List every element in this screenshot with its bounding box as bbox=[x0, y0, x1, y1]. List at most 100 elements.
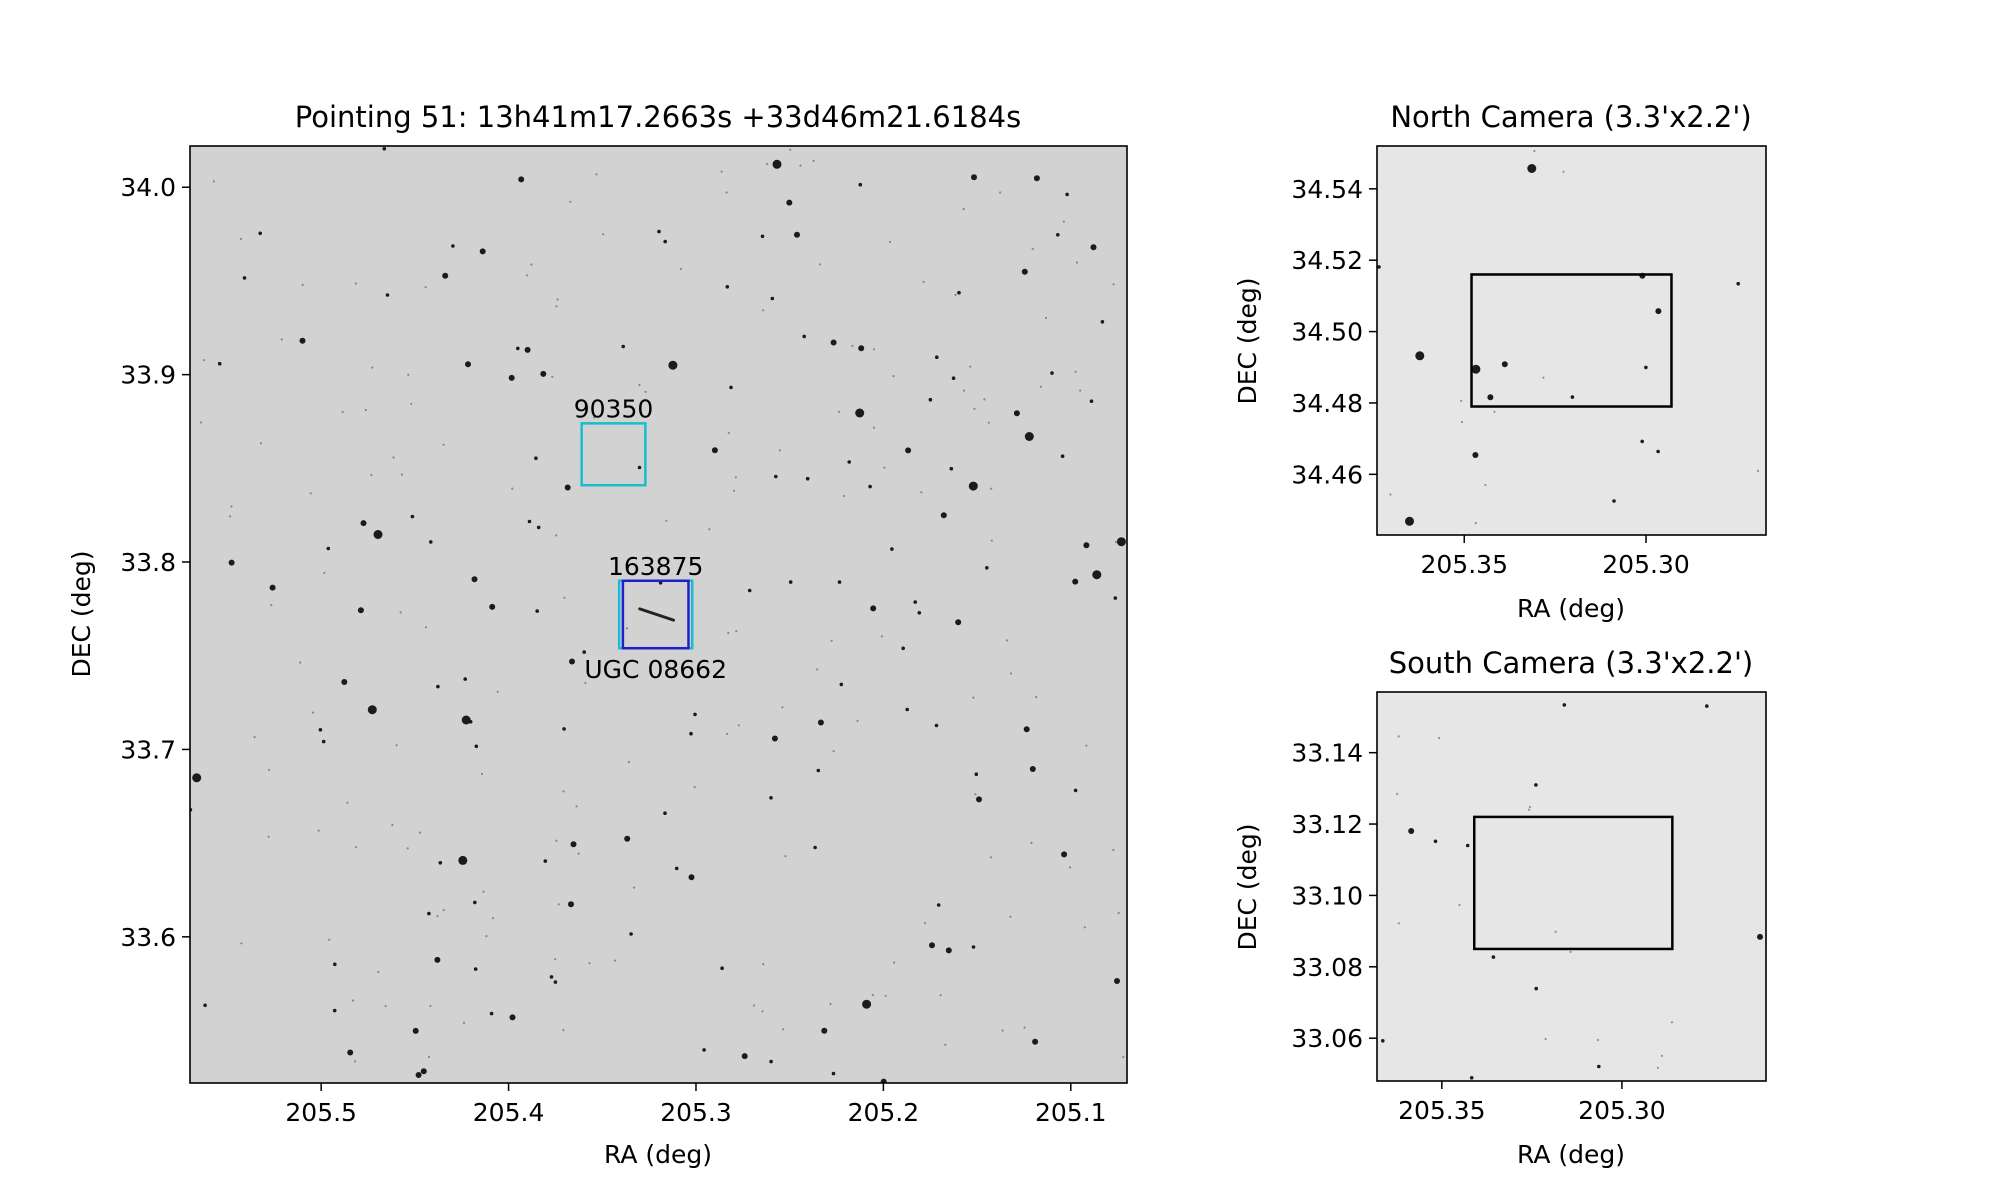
y-tick-label: 33.7 bbox=[120, 735, 176, 764]
star-mark bbox=[582, 650, 586, 654]
star-mark bbox=[217, 361, 222, 366]
star-mark bbox=[354, 1060, 357, 1063]
star-mark bbox=[627, 760, 630, 764]
star-mark bbox=[766, 163, 769, 166]
north-sky-image bbox=[1377, 146, 1766, 535]
star-mark bbox=[438, 861, 443, 865]
star-mark bbox=[1656, 1066, 1659, 1069]
star-mark bbox=[974, 793, 977, 796]
star-mark bbox=[708, 528, 711, 531]
star-mark bbox=[923, 922, 927, 925]
star-mark bbox=[1542, 376, 1545, 379]
star-mark bbox=[584, 681, 587, 685]
star-mark bbox=[786, 199, 793, 206]
star-mark bbox=[230, 505, 233, 508]
star-mark bbox=[1083, 926, 1086, 929]
star-mark bbox=[1032, 1038, 1039, 1045]
star-mark bbox=[549, 975, 554, 979]
star-mark bbox=[424, 286, 427, 289]
star-mark bbox=[471, 576, 478, 583]
star-mark bbox=[920, 491, 923, 494]
annotation-label: 90350 bbox=[574, 394, 654, 423]
y-tick-label: 33.14 bbox=[1291, 739, 1363, 768]
star-mark bbox=[317, 829, 320, 832]
star-mark bbox=[829, 1002, 832, 1006]
star-mark bbox=[782, 1028, 785, 1031]
star-mark bbox=[1458, 903, 1461, 907]
star-mark bbox=[1433, 839, 1438, 844]
y-tick-label: 33.8 bbox=[120, 548, 176, 577]
star-mark bbox=[1528, 808, 1531, 811]
star-mark bbox=[575, 805, 578, 808]
star-mark bbox=[240, 942, 243, 945]
star-mark bbox=[1023, 1026, 1026, 1029]
star-mark bbox=[399, 611, 402, 614]
star-mark bbox=[774, 474, 778, 479]
star-mark bbox=[976, 796, 982, 803]
star-mark bbox=[830, 639, 833, 642]
star-mark bbox=[489, 1011, 494, 1016]
star-mark bbox=[301, 283, 304, 287]
star-mark bbox=[555, 534, 558, 537]
star-mark bbox=[892, 375, 895, 378]
x-tick-label: 205.35 bbox=[1398, 1096, 1485, 1125]
star-mark bbox=[871, 993, 875, 997]
star-mark bbox=[1405, 516, 1414, 526]
star-mark bbox=[451, 244, 455, 248]
star-mark bbox=[1013, 410, 1020, 417]
star-mark bbox=[371, 366, 374, 369]
star-mark bbox=[990, 539, 993, 542]
star-mark bbox=[333, 962, 337, 967]
annotation-label: UGC 08662 bbox=[584, 655, 727, 684]
star-mark bbox=[913, 600, 917, 604]
star-mark bbox=[1023, 726, 1030, 733]
star-mark bbox=[679, 267, 683, 271]
star-mark bbox=[429, 1004, 432, 1008]
main-x-axis-label: RA (deg) bbox=[604, 1140, 712, 1169]
y-tick-label: 33.9 bbox=[120, 361, 176, 390]
star-mark bbox=[762, 309, 765, 312]
star-mark bbox=[663, 239, 667, 244]
star-mark bbox=[870, 605, 877, 612]
star-mark bbox=[553, 980, 558, 984]
star-mark bbox=[737, 724, 740, 727]
star-mark bbox=[862, 999, 872, 1009]
star-mark bbox=[564, 484, 571, 491]
star-mark bbox=[1415, 351, 1425, 361]
star-mark bbox=[377, 970, 380, 974]
star-mark bbox=[638, 383, 641, 387]
star-mark bbox=[1570, 395, 1575, 399]
star-mark bbox=[1079, 389, 1082, 392]
star-mark bbox=[341, 679, 348, 685]
star-mark bbox=[951, 376, 956, 381]
star-mark bbox=[689, 731, 693, 736]
star-mark bbox=[945, 947, 952, 954]
star-mark bbox=[821, 1027, 828, 1034]
star-mark bbox=[434, 956, 441, 963]
star-mark bbox=[868, 484, 872, 489]
star-mark bbox=[1044, 316, 1048, 319]
star-mark bbox=[400, 473, 403, 476]
star-mark bbox=[420, 1068, 427, 1075]
star-mark bbox=[1438, 736, 1441, 740]
star-mark bbox=[847, 460, 851, 464]
star-mark bbox=[973, 407, 976, 410]
star-mark bbox=[839, 682, 844, 687]
star-mark bbox=[1074, 370, 1077, 373]
star-mark bbox=[1122, 1056, 1125, 1059]
star-mark bbox=[1112, 283, 1115, 286]
star-mark bbox=[855, 408, 865, 418]
south-x-axis-label: RA (deg) bbox=[1517, 1140, 1625, 1169]
star-mark bbox=[480, 772, 484, 776]
star-mark bbox=[1569, 950, 1572, 954]
y-tick-label: 34.52 bbox=[1291, 246, 1363, 275]
star-mark bbox=[516, 346, 520, 351]
star-mark bbox=[465, 361, 471, 368]
star-mark bbox=[873, 348, 876, 351]
star-mark bbox=[554, 958, 557, 961]
star-mark bbox=[957, 290, 961, 295]
galaxy-mark bbox=[638, 607, 675, 622]
star-mark bbox=[1465, 843, 1470, 848]
star-mark bbox=[734, 476, 738, 479]
star-mark bbox=[1113, 596, 1118, 600]
